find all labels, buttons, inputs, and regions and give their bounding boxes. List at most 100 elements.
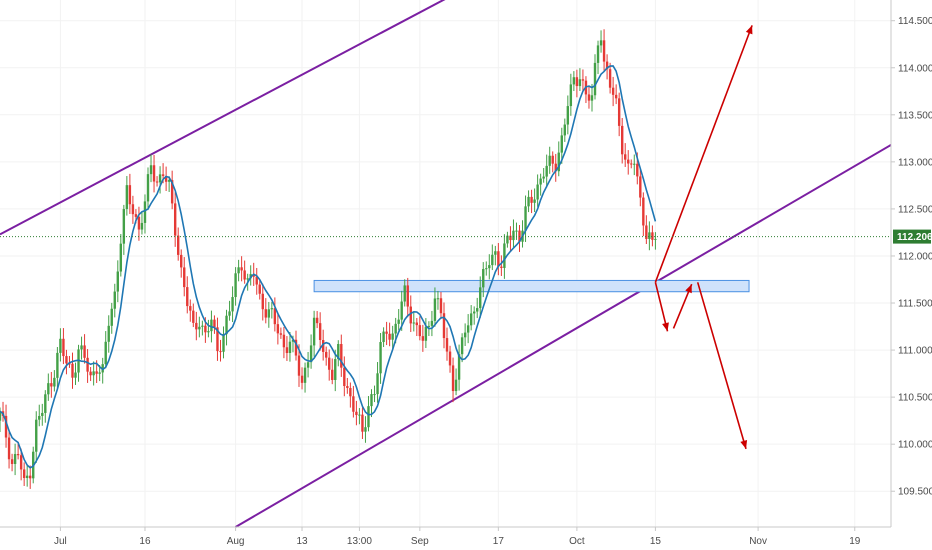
arrow-up-projection-head: [745, 25, 753, 35]
candle-body: [258, 284, 261, 294]
arrow-down-projection-head: [740, 439, 748, 449]
candle-body: [25, 475, 29, 479]
candle-body: [13, 454, 17, 464]
candle-body: [382, 331, 385, 343]
candle-body: [385, 331, 388, 334]
candle-body: [506, 235, 509, 244]
candle-body: [617, 98, 621, 126]
candle-body: [273, 308, 277, 325]
candle-body: [189, 306, 192, 311]
x-tick-label: 19: [849, 536, 861, 547]
candle-body: [158, 174, 162, 183]
candle-body: [566, 106, 570, 125]
projection-arrows: [654, 25, 753, 450]
candle-body: [177, 235, 180, 255]
candle-body: [255, 276, 258, 285]
candle-body: [74, 372, 77, 378]
candle-body: [113, 291, 116, 309]
x-tick-label: Sep: [411, 536, 429, 547]
candle-body: [47, 383, 50, 395]
candle-body: [370, 394, 373, 407]
candle-body: [397, 319, 400, 324]
y-tick-label: 112.500: [898, 204, 932, 215]
candle-body: [651, 232, 654, 240]
candle-body: [512, 230, 515, 241]
candle-body: [80, 345, 83, 350]
candle-body: [605, 61, 609, 70]
candle-body: [403, 285, 406, 302]
candle-body: [539, 178, 542, 185]
candle-body: [536, 184, 539, 200]
candle-body: [83, 345, 86, 358]
support-zone-rect: [313, 279, 750, 293]
candle-body: [542, 176, 545, 179]
candle-body: [10, 459, 14, 464]
candle-body: [134, 214, 138, 217]
candle-body: [291, 339, 295, 342]
candle-body: [633, 163, 636, 165]
arrow-bounce-up-head: [685, 284, 692, 294]
candle-body: [65, 356, 68, 364]
candle-body: [463, 332, 467, 338]
candle-body: [575, 77, 579, 87]
candle-body: [68, 363, 71, 365]
candle-body: [53, 377, 56, 387]
candle-body: [35, 419, 38, 452]
candle-body: [243, 270, 246, 280]
arrow-dip-down: [654, 282, 669, 332]
x-tick-label: Jul: [54, 536, 67, 547]
candle-body: [22, 469, 26, 479]
candle-body: [50, 383, 53, 387]
candle-body: [491, 254, 494, 266]
candle-body: [122, 209, 126, 244]
candle-body: [155, 181, 159, 183]
candle-body: [19, 455, 23, 470]
candle-body: [479, 287, 482, 309]
candle-body: [394, 323, 397, 334]
y-tick-label: 110.500: [898, 393, 932, 404]
candle-body: [421, 336, 425, 341]
y-tick-label: 110.000: [898, 440, 932, 451]
candle-body: [306, 362, 310, 368]
candle-body: [192, 310, 195, 323]
candle-body: [128, 185, 132, 205]
candle-body: [427, 325, 431, 327]
y-tick-label: 112.000: [898, 251, 932, 262]
candle-body: [219, 351, 222, 353]
candle-body: [231, 297, 234, 312]
candle-body: [303, 367, 307, 383]
candle-body: [476, 308, 479, 312]
candle-body: [337, 344, 340, 360]
candle-body: [409, 306, 412, 324]
candle-body: [349, 388, 352, 397]
candle-body: [361, 414, 364, 432]
candle-body: [222, 334, 225, 352]
candlestick-series: [0, 29, 657, 489]
candle-body: [358, 414, 361, 416]
candle-body: [645, 225, 648, 239]
candle-body: [98, 372, 101, 374]
candle-body: [216, 327, 219, 352]
candle-body: [578, 79, 582, 87]
candle-body: [451, 365, 455, 392]
support-zone: [313, 279, 750, 293]
candle-body: [131, 204, 135, 215]
y-tick-label: 111.000: [898, 346, 932, 357]
candle-body: [412, 322, 415, 324]
candle-body: [95, 371, 98, 374]
candle-body: [7, 437, 11, 460]
candle-body: [503, 243, 506, 268]
candle-body: [346, 386, 349, 389]
grid: [0, 0, 891, 527]
candle-body: [161, 174, 165, 176]
x-tick-label: 13: [296, 536, 308, 547]
arrow-dip-down-head: [662, 322, 669, 332]
candle-body: [282, 334, 286, 348]
candle-body: [285, 347, 289, 353]
candle-body: [415, 322, 419, 326]
candle-body: [107, 325, 110, 342]
x-tick-label: 15: [650, 536, 662, 547]
candle-body: [152, 165, 156, 182]
candle-body: [457, 354, 461, 380]
